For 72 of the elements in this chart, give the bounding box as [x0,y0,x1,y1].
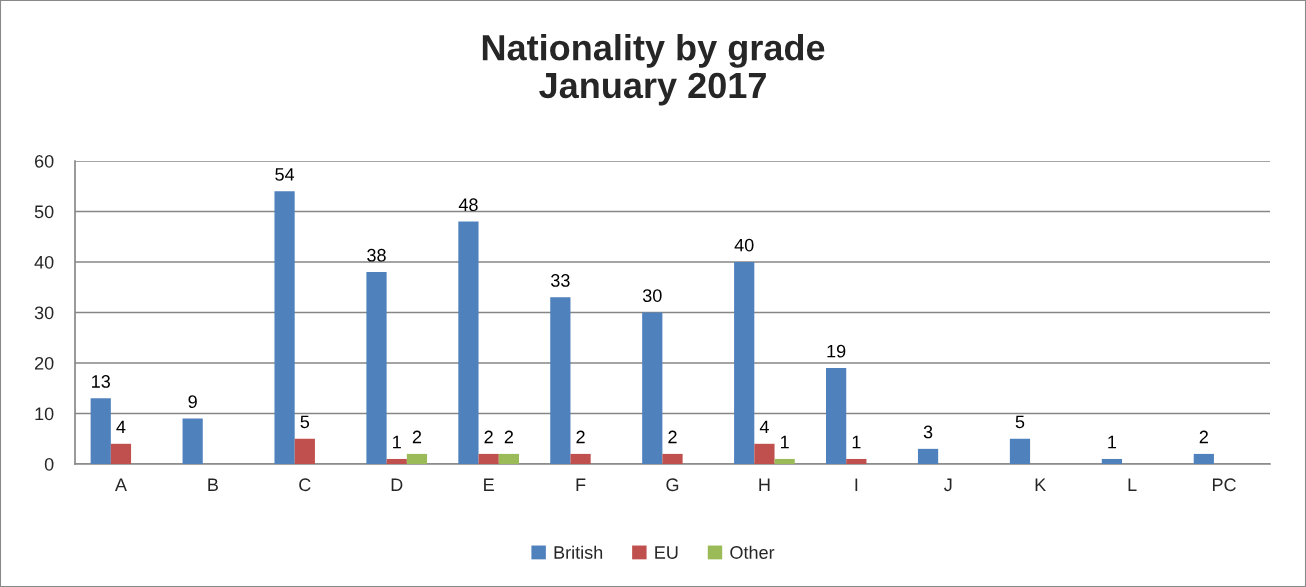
x-tick-label: C [299,478,311,492]
x-tick-label: E [484,478,494,491]
data-label: 9 [188,395,197,409]
data-label: 1 [781,435,789,449]
bar [1193,453,1214,464]
bar [478,453,499,464]
bar [406,453,428,464]
x-tick-label: L [1128,478,1137,491]
data-label: 2 [412,430,422,444]
bar [294,438,315,464]
bar [90,398,111,464]
bar [826,368,847,464]
data-label: 13 [92,375,110,388]
data-label: 1 [1108,435,1117,449]
data-label: 2 [576,430,585,444]
y-tick-label: 60 [35,154,54,168]
bar [774,458,795,464]
bar [386,458,407,464]
x-tick-label: G [666,478,679,492]
data-label: 1 [852,435,861,449]
data-label: 38 [367,248,386,262]
data-label: 30 [642,289,662,302]
data-label: 33 [551,274,570,287]
data-label: 48 [458,198,478,212]
chart-title: Nationality by grade January 2017 [482,34,825,106]
data-label: 5 [300,415,310,429]
bar [110,443,132,464]
bar [366,272,387,464]
bar [550,297,571,464]
bar [846,458,867,464]
x-tick-label: A [114,478,127,491]
y-tick-label: 40 [34,255,54,269]
data-label: 3 [923,425,933,439]
data-label: 4 [759,420,769,434]
bar [1009,438,1031,464]
data-label: 1 [393,435,401,449]
x-tick-label: J [944,478,952,492]
y-tick-label: 0 [44,457,54,471]
data-label: 2 [484,430,493,444]
x-tick-label: D [391,478,403,491]
y-tick-label: 10 [35,407,54,421]
y-tick-label: 30 [34,306,54,320]
data-label: 5 [1015,415,1025,429]
x-tick-label: B [208,478,218,491]
x-tick-label: PC [1212,478,1236,492]
bar [498,453,519,464]
legend-label: EU [655,546,678,559]
bar [182,418,203,464]
data-label: 4 [116,420,126,434]
bar [917,448,939,464]
legend-label: Other [730,545,775,559]
y-tick-label: 50 [34,205,54,219]
bar [1101,458,1122,464]
data-label: 40 [734,238,754,252]
bar [734,262,755,464]
bar [458,221,479,464]
bar [662,453,683,464]
x-tick-label: H [759,478,770,491]
data-label: 19 [827,344,846,358]
bar [642,312,663,464]
data-label: 54 [275,168,295,181]
y-tick-label: 20 [34,356,54,370]
data-label: 2 [1199,430,1208,444]
bar [274,191,295,464]
x-tick-label: I [855,478,858,491]
x-tick-label: K [1035,478,1047,491]
x-tick-label: F [576,478,586,491]
bar [570,453,591,464]
bar [754,443,775,464]
data-label: 2 [668,430,677,444]
data-label: 2 [504,430,513,444]
legend-label: British [554,545,603,559]
